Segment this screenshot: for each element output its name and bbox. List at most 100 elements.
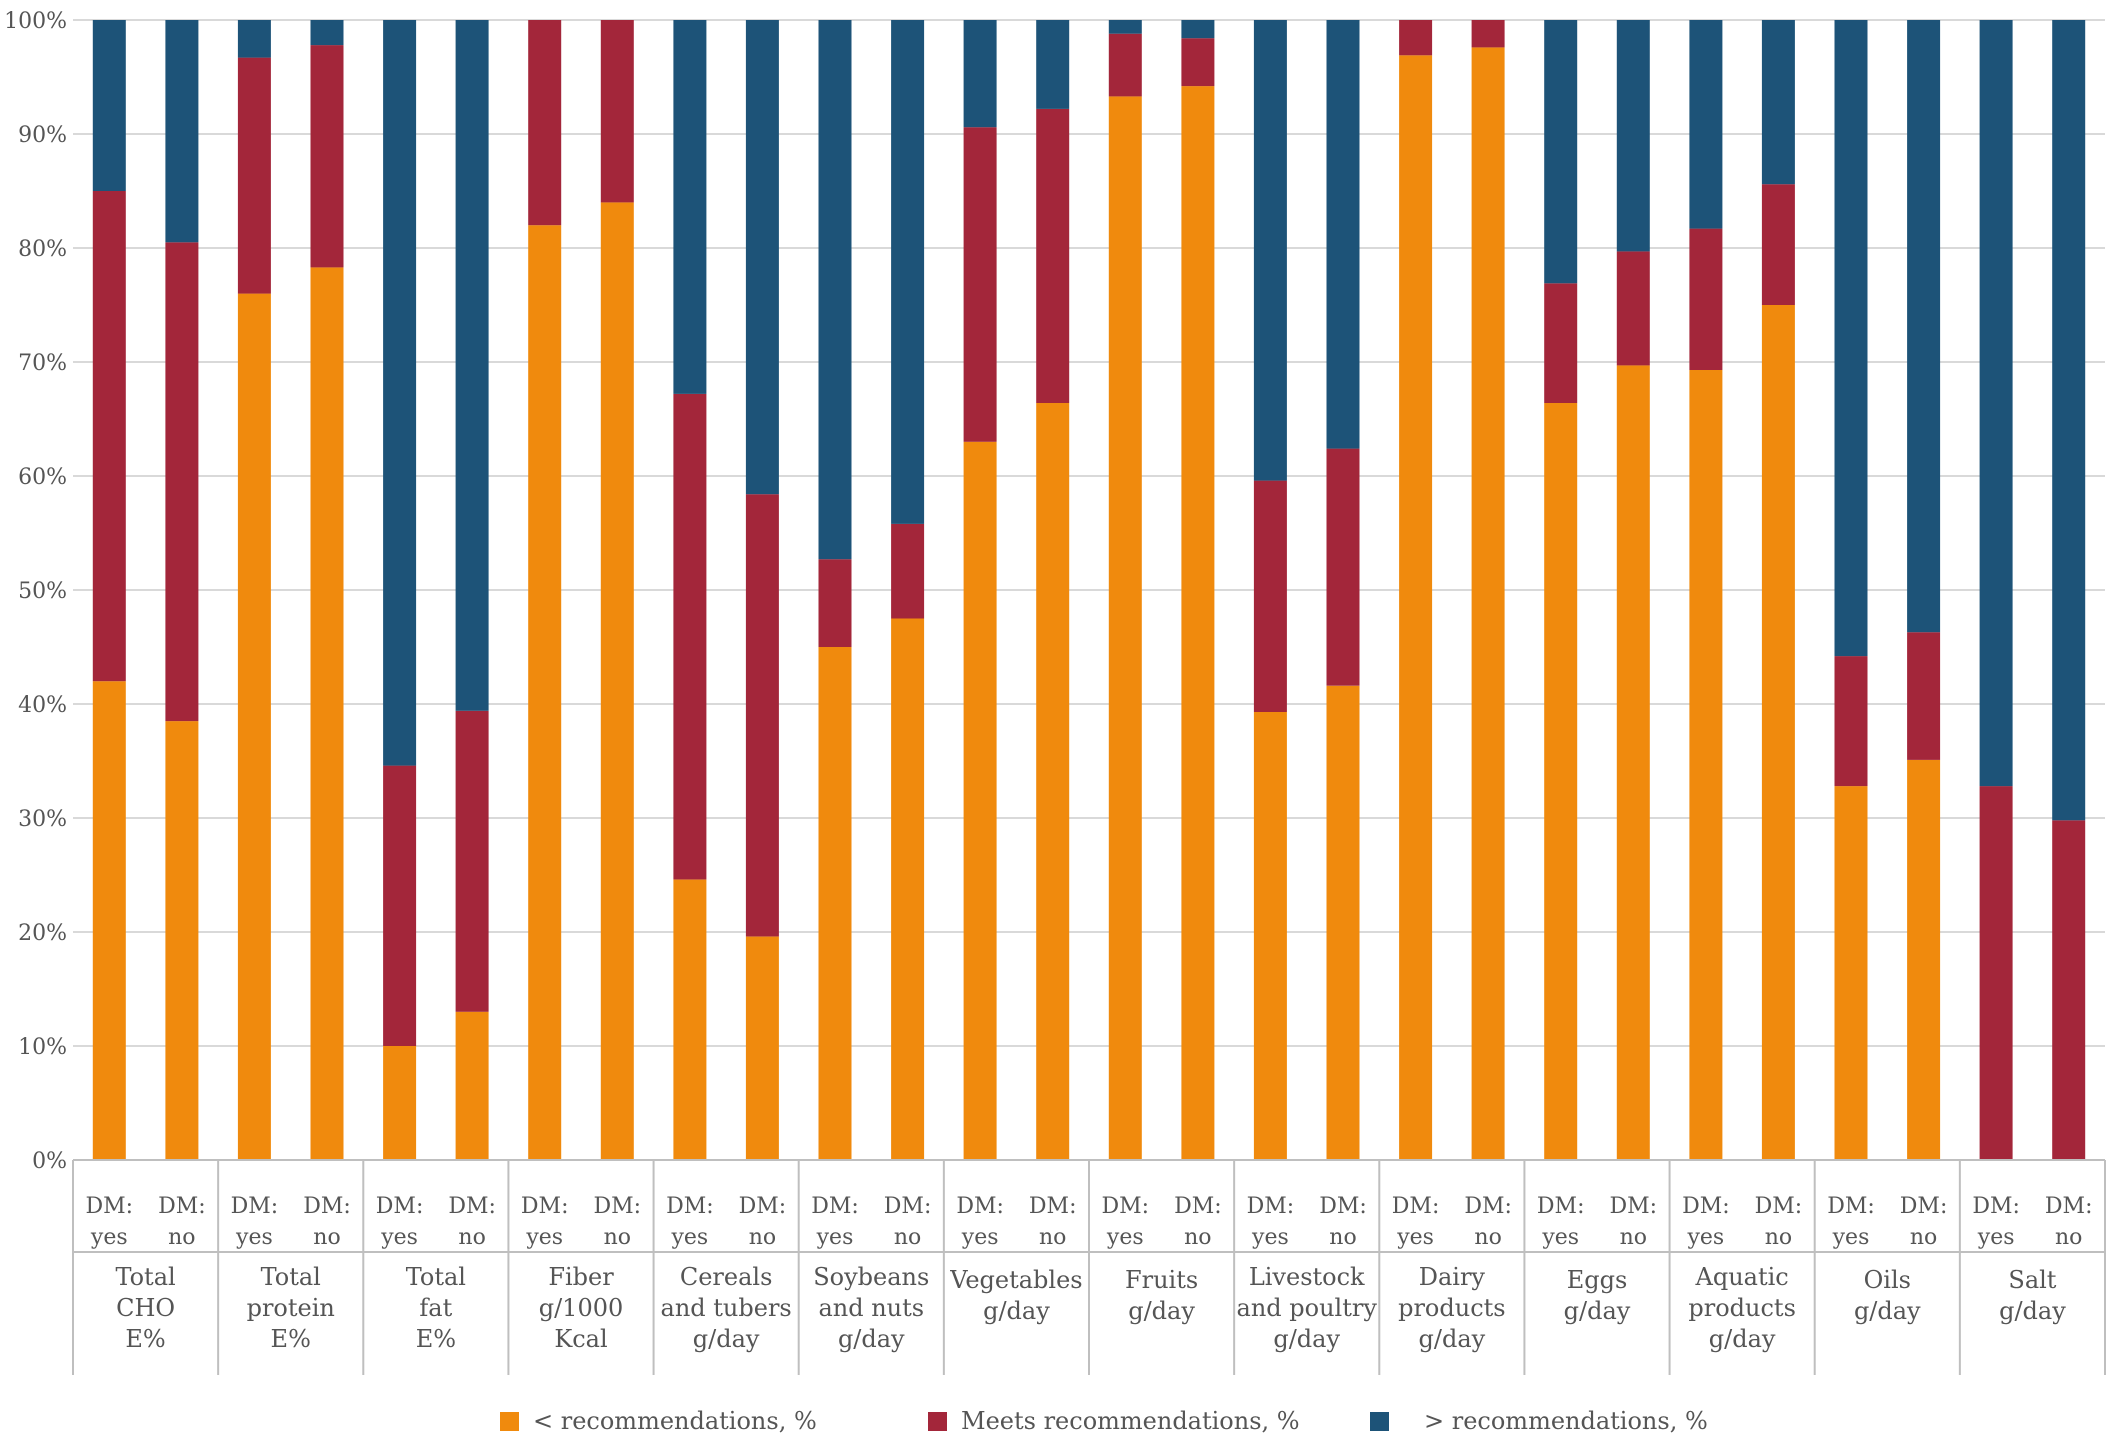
- y-tick-label: 20%: [18, 921, 67, 946]
- x-group-label: g/day: [693, 1325, 760, 1353]
- x-bar-label: yes: [1106, 1225, 1144, 1250]
- bar-segment-above: [1254, 20, 1287, 481]
- x-bar-label: no: [749, 1225, 776, 1250]
- x-bar-label: DM:: [1464, 1194, 1512, 1219]
- bar-segment-meets: [1036, 109, 1069, 403]
- bar-segment-above: [1980, 20, 2013, 786]
- bar-segment-above: [1689, 20, 1722, 229]
- x-bar-label: yes: [1977, 1225, 2015, 1250]
- bar-segment-above: [1835, 20, 1868, 656]
- bar-segment-above: [1907, 20, 1940, 632]
- y-tick-label: 100%: [4, 9, 67, 34]
- y-tick-label: 0%: [32, 1149, 67, 1174]
- x-bar-label: DM:: [376, 1194, 424, 1219]
- bar-segment-above: [964, 20, 997, 127]
- x-group-label: E%: [416, 1325, 456, 1353]
- x-bar-label: no: [604, 1225, 631, 1250]
- x-group-label: E%: [125, 1325, 165, 1353]
- bar-segment-meets: [1472, 20, 1505, 47]
- bar-segment-below: [1109, 96, 1142, 1160]
- x-bar-label: yes: [235, 1225, 273, 1250]
- x-bar-label: no: [1765, 1225, 1792, 1250]
- x-group-label: g/1000: [539, 1294, 624, 1322]
- legend-swatch: [500, 1412, 519, 1431]
- x-group-label: products: [1398, 1294, 1506, 1322]
- x-group-label: g/day: [1854, 1297, 1921, 1325]
- bar-segment-below: [93, 681, 126, 1160]
- bar-segment-meets: [819, 559, 852, 647]
- bar-segment-below: [1327, 686, 1360, 1160]
- x-bar-label: yes: [1396, 1225, 1434, 1250]
- x-group-label: products: [1688, 1294, 1796, 1322]
- bar-segment-below: [1689, 370, 1722, 1160]
- bar-segment-meets: [1835, 656, 1868, 786]
- x-bar-label: no: [894, 1225, 921, 1250]
- bar-segment-meets: [1327, 449, 1360, 686]
- x-bar-label: DM:: [884, 1194, 932, 1219]
- y-tick-label: 70%: [18, 351, 67, 376]
- x-bar-label: DM:: [666, 1194, 714, 1219]
- x-bar-label: yes: [961, 1225, 999, 1250]
- legend-item-below: < recommendations, %: [500, 1407, 817, 1435]
- x-bar-label: yes: [816, 1225, 854, 1250]
- x-bar-label: DM:: [811, 1194, 859, 1219]
- x-bar-label: DM:: [521, 1194, 569, 1219]
- bar-segment-meets: [1399, 20, 1432, 55]
- y-tick-label: 40%: [18, 693, 67, 718]
- bar-segment-above: [311, 20, 344, 45]
- bar-segment-meets: [1181, 38, 1214, 86]
- bar-segment-above: [383, 20, 416, 766]
- x-bar-label: DM:: [739, 1194, 787, 1219]
- bar-segment-above: [673, 20, 706, 394]
- x-bar-label: DM:: [158, 1194, 206, 1219]
- x-group-label: g/day: [1999, 1297, 2066, 1325]
- x-group-label: and nuts: [818, 1294, 924, 1322]
- x-group-label: g/day: [1709, 1325, 1776, 1353]
- bar-segment-meets: [383, 766, 416, 1046]
- legend-label: > recommendations, %: [1424, 1407, 1708, 1435]
- bar-segment-meets: [1109, 34, 1142, 97]
- y-tick-label: 50%: [18, 579, 67, 604]
- bar-segment-meets: [746, 494, 779, 936]
- bar-segment-meets: [1762, 184, 1795, 305]
- gridlines: [73, 20, 2105, 1160]
- legend-swatch: [1370, 1412, 1389, 1431]
- bar-segment-above: [456, 20, 489, 711]
- x-group-label: Oils: [1864, 1266, 1911, 1294]
- bar-segment-above: [165, 20, 198, 242]
- x-group-label: g/day: [1419, 1325, 1486, 1353]
- bar-segment-above: [746, 20, 779, 494]
- bar-segment-above: [1036, 20, 1069, 109]
- bar-segment-below: [1617, 365, 1650, 1160]
- bar-segment-above: [238, 20, 271, 58]
- x-bar-label: DM:: [956, 1194, 1004, 1219]
- x-group-label: CHO: [116, 1294, 175, 1322]
- bar-segment-below: [1254, 712, 1287, 1160]
- bar-segment-below: [1399, 55, 1432, 1160]
- bar-segment-below: [456, 1012, 489, 1160]
- x-bar-label: DM:: [1247, 1194, 1295, 1219]
- y-tick-label: 10%: [18, 1035, 67, 1060]
- x-bar-label: no: [458, 1225, 485, 1250]
- x-group-label: E%: [271, 1325, 311, 1353]
- x-bar-label: yes: [1686, 1225, 1724, 1250]
- x-bar-label: no: [1329, 1225, 1356, 1250]
- x-group-label: Cereals: [680, 1263, 773, 1291]
- bar-segment-meets: [1980, 786, 2013, 1160]
- x-bar-label: DM:: [1900, 1194, 1948, 1219]
- x-group-label: fat: [419, 1294, 452, 1322]
- x-bar-label: DM:: [1392, 1194, 1440, 1219]
- x-bar-label: no: [1910, 1225, 1937, 1250]
- bar-segment-meets: [528, 20, 561, 225]
- y-tick-label: 60%: [18, 465, 67, 490]
- x-bar-label: DM:: [1029, 1194, 1077, 1219]
- legend-swatch: [928, 1412, 947, 1431]
- bar-segment-below: [383, 1046, 416, 1160]
- bar-segment-above: [1181, 20, 1214, 38]
- bar-segment-below: [165, 721, 198, 1160]
- x-bar-label: DM:: [1609, 1194, 1657, 1219]
- bar-segment-above: [1327, 20, 1360, 449]
- bar-segment-meets: [311, 45, 344, 267]
- x-group-label: protein: [247, 1294, 335, 1322]
- x-group-label: and poultry: [1237, 1294, 1378, 1322]
